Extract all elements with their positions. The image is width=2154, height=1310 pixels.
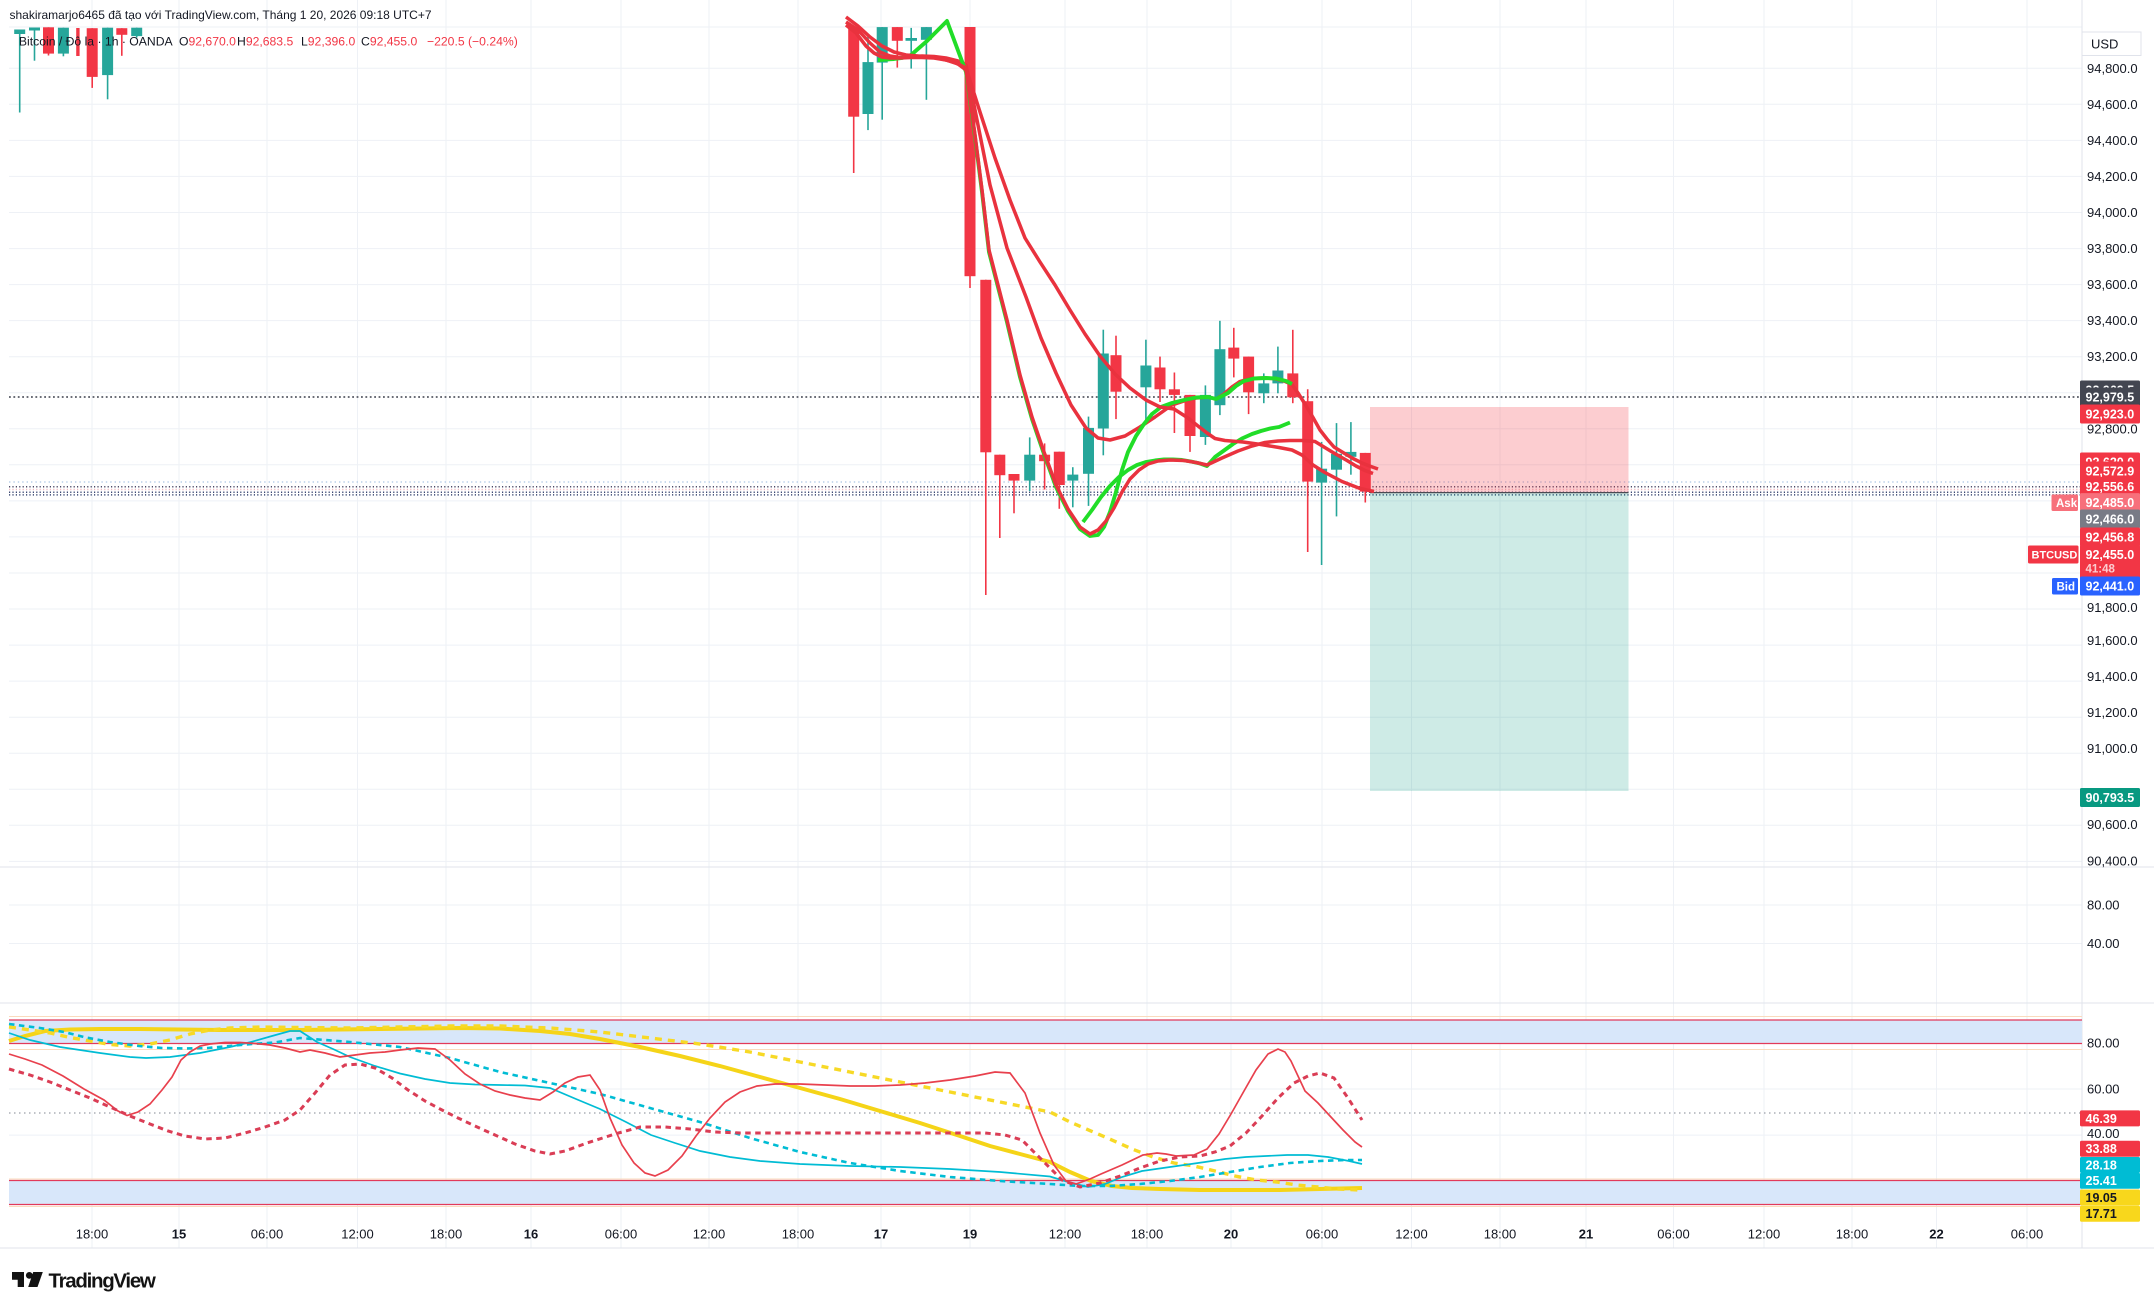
svg-text:90,600.0: 90,600.0 xyxy=(2087,817,2138,832)
svg-text:15: 15 xyxy=(172,1227,186,1242)
svg-text:USD: USD xyxy=(2091,37,2118,52)
svg-text:18:00: 18:00 xyxy=(1484,1227,1517,1242)
svg-text:93,400.0: 93,400.0 xyxy=(2087,313,2138,328)
svg-text:H92,683.5: H92,683.5 xyxy=(237,35,293,49)
svg-text:93,600.0: 93,600.0 xyxy=(2087,277,2138,292)
svg-text:19.05: 19.05 xyxy=(2086,1191,2117,1205)
svg-text:19: 19 xyxy=(963,1227,977,1242)
svg-text:33.88: 33.88 xyxy=(2086,1142,2117,1156)
svg-text:94,000.0: 94,000.0 xyxy=(2087,205,2138,220)
svg-text:46.39: 46.39 xyxy=(2086,1112,2117,1126)
svg-text:93,200.0: 93,200.0 xyxy=(2087,349,2138,364)
svg-text:80.00: 80.00 xyxy=(2087,1036,2120,1051)
svg-text:92,485.0: 92,485.0 xyxy=(2086,496,2135,510)
svg-text:92,456.8: 92,456.8 xyxy=(2086,530,2135,544)
svg-text:18:00: 18:00 xyxy=(430,1227,463,1242)
svg-text:L92,396.0: L92,396.0 xyxy=(301,35,355,49)
svg-text:92,455.0: 92,455.0 xyxy=(2086,548,2135,562)
svg-text:06:00: 06:00 xyxy=(1657,1227,1690,1242)
svg-text:TradingView: TradingView xyxy=(49,1270,156,1293)
svg-text:12:00: 12:00 xyxy=(1748,1227,1781,1242)
svg-text:shakiramarjo6465 đã tạo với Tr: shakiramarjo6465 đã tạo với TradingView.… xyxy=(10,8,432,22)
svg-text:17.71: 17.71 xyxy=(2086,1207,2117,1221)
svg-text:92,556.6: 92,556.6 xyxy=(2086,480,2135,494)
svg-text:90,793.5: 90,793.5 xyxy=(2086,791,2135,805)
svg-text:06:00: 06:00 xyxy=(251,1227,284,1242)
svg-text:BTCUSD: BTCUSD xyxy=(2032,550,2078,562)
svg-text:41:48: 41:48 xyxy=(2086,564,2116,576)
svg-text:18:00: 18:00 xyxy=(1836,1227,1869,1242)
svg-text:C92,455.0: C92,455.0 xyxy=(361,35,417,49)
svg-text:91,200.0: 91,200.0 xyxy=(2087,705,2138,720)
svg-text:40.00: 40.00 xyxy=(2087,1126,2120,1141)
svg-text:92,800.0: 92,800.0 xyxy=(2087,421,2138,436)
svg-text:91,400.0: 91,400.0 xyxy=(2087,669,2138,684)
svg-text:18:00: 18:00 xyxy=(782,1227,815,1242)
svg-text:16: 16 xyxy=(524,1227,538,1242)
svg-text:40.00: 40.00 xyxy=(2087,936,2120,951)
svg-text:17: 17 xyxy=(874,1227,888,1242)
svg-text:80.00: 80.00 xyxy=(2087,898,2120,913)
svg-text:06:00: 06:00 xyxy=(2011,1227,2044,1242)
svg-text:12:00: 12:00 xyxy=(1049,1227,1082,1242)
svg-text:94,800.0: 94,800.0 xyxy=(2087,61,2138,76)
svg-text:22: 22 xyxy=(1929,1227,1943,1242)
svg-text:94,400.0: 94,400.0 xyxy=(2087,133,2138,148)
svg-text:92,923.0: 92,923.0 xyxy=(2086,407,2135,421)
svg-text:94,200.0: 94,200.0 xyxy=(2087,169,2138,184)
svg-text:−220.5 (−0.24%): −220.5 (−0.24%) xyxy=(427,35,518,49)
svg-text:93,800.0: 93,800.0 xyxy=(2087,241,2138,256)
svg-text:92,572.9: 92,572.9 xyxy=(2086,464,2135,478)
svg-text:91,800.0: 91,800.0 xyxy=(2087,600,2138,615)
svg-text:12:00: 12:00 xyxy=(341,1227,374,1242)
svg-text:90,400.0: 90,400.0 xyxy=(2087,854,2138,869)
svg-text:92,466.0: 92,466.0 xyxy=(2086,512,2135,526)
svg-text:18:00: 18:00 xyxy=(76,1227,109,1242)
svg-text:06:00: 06:00 xyxy=(605,1227,638,1242)
svg-text:92,979.5: 92,979.5 xyxy=(2086,390,2135,404)
svg-text:Bitcoin / Đô la · 1h · OANDA: Bitcoin / Đô la · 1h · OANDA xyxy=(19,35,174,49)
svg-text:25.41: 25.41 xyxy=(2086,1174,2117,1188)
svg-text:20: 20 xyxy=(1224,1227,1238,1242)
svg-text:Ask: Ask xyxy=(2056,498,2078,510)
svg-text:18:00: 18:00 xyxy=(1131,1227,1164,1242)
svg-text:91,000.0: 91,000.0 xyxy=(2087,741,2138,756)
svg-text:21: 21 xyxy=(1579,1227,1593,1242)
svg-text:92,441.0: 92,441.0 xyxy=(2086,579,2135,593)
svg-text:28.18: 28.18 xyxy=(2086,1158,2117,1172)
svg-text:94,600.0: 94,600.0 xyxy=(2087,97,2138,112)
svg-text:Bid: Bid xyxy=(2057,582,2076,594)
svg-text:91,600.0: 91,600.0 xyxy=(2087,633,2138,648)
svg-text:60.00: 60.00 xyxy=(2087,1082,2120,1097)
svg-text:06:00: 06:00 xyxy=(1306,1227,1339,1242)
svg-text:O92,670.0: O92,670.0 xyxy=(179,35,236,49)
svg-text:12:00: 12:00 xyxy=(1395,1227,1428,1242)
svg-text:12:00: 12:00 xyxy=(693,1227,726,1242)
